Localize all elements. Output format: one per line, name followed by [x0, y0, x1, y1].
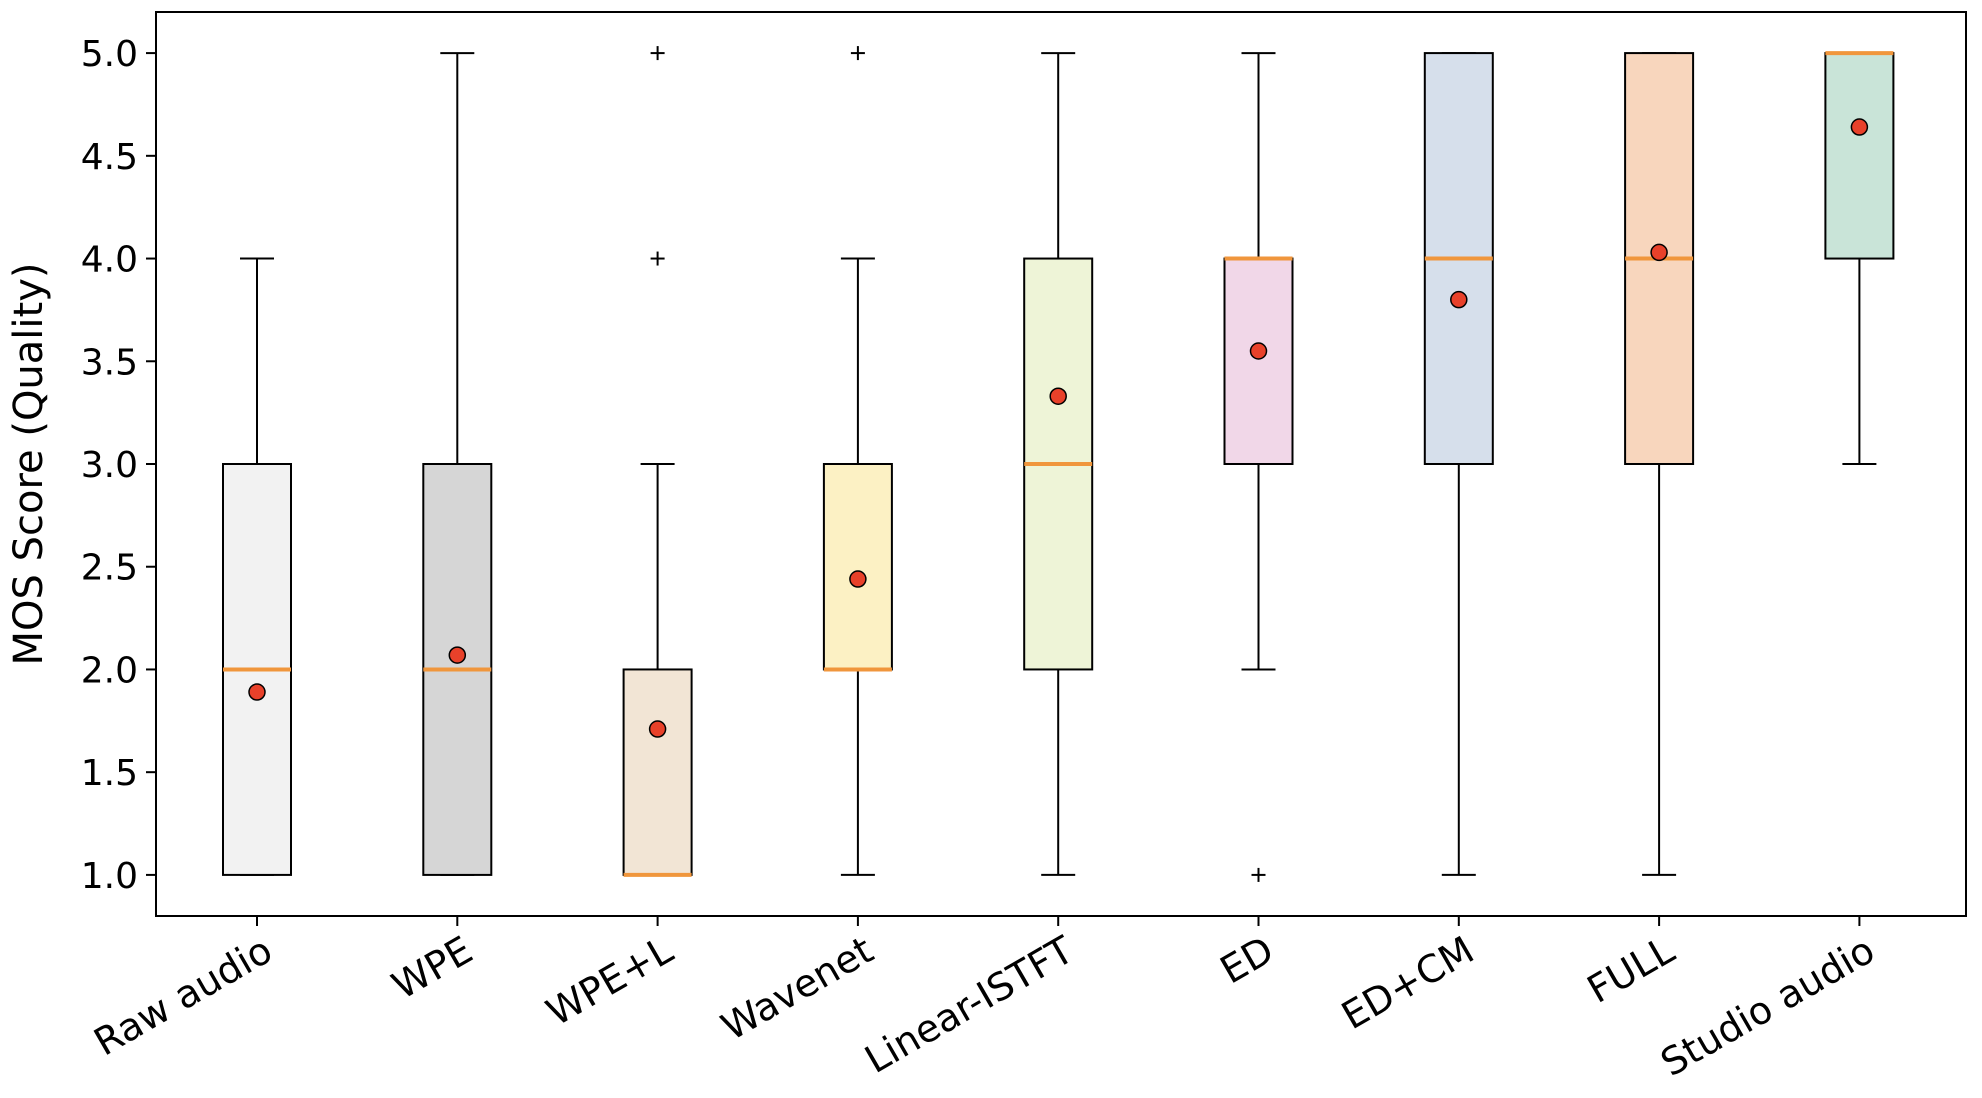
y-tick-label: 3.5 — [81, 342, 138, 383]
x-tick-label: Wavenet — [714, 928, 880, 1049]
x-tick-label: ED — [1213, 928, 1281, 993]
mean-marker — [1049, 387, 1067, 405]
plot-area — [222, 46, 1895, 882]
y-tick-label: 2.5 — [81, 548, 138, 589]
y-tick-label: 1.5 — [81, 753, 138, 794]
outlier-marker — [1251, 867, 1266, 882]
y-tick-label: 5.0 — [81, 34, 138, 75]
x-tick-label: Raw audio — [87, 928, 280, 1065]
box-group — [822, 46, 893, 876]
mean-marker — [648, 720, 667, 738]
x-tick-label: WPE+L — [539, 928, 680, 1035]
box-iqr — [622, 668, 693, 876]
x-tick-label: Studio audio — [1653, 928, 1881, 1085]
mean-marker — [1650, 243, 1668, 262]
y-tick-label: 4.0 — [81, 240, 138, 281]
mean-marker — [248, 683, 266, 701]
box-iqr — [1223, 257, 1294, 465]
mean-marker — [1450, 290, 1468, 309]
box-group — [1223, 52, 1294, 882]
box-group — [1423, 52, 1494, 876]
outlier-marker — [650, 251, 665, 266]
box-iqr — [822, 463, 893, 671]
x-tick-label: Linear-ISTFT — [857, 927, 1081, 1082]
x-tick-label: ED+CM — [1334, 928, 1481, 1038]
y-tick-label: 2.0 — [81, 650, 138, 691]
box-group — [422, 52, 493, 876]
x-tick-label: WPE — [385, 928, 480, 1008]
box-group — [222, 257, 292, 876]
y-tick-label: 4.5 — [81, 137, 138, 178]
box-group — [622, 46, 693, 877]
y-tick-label: 1.0 — [81, 856, 138, 897]
box-iqr — [1824, 52, 1895, 260]
mean-marker — [1850, 118, 1869, 136]
box-group — [1023, 52, 1094, 876]
x-tick-label: FULL — [1580, 928, 1682, 1012]
box-group — [1624, 52, 1695, 876]
mean-marker — [849, 570, 867, 588]
outlier-marker — [850, 46, 865, 61]
y-axis: 1.0 1.5 2.0 2.5 3.0 3.5 4.0 4.5 5.0 — [81, 34, 156, 897]
mean-marker — [448, 646, 467, 664]
y-tick-label: 3.0 — [81, 445, 138, 486]
y-axis-label: MOS Score (Quality) — [6, 263, 52, 666]
mean-marker — [1249, 342, 1268, 360]
box-group — [1824, 51, 1895, 465]
outlier-marker — [650, 46, 665, 61]
